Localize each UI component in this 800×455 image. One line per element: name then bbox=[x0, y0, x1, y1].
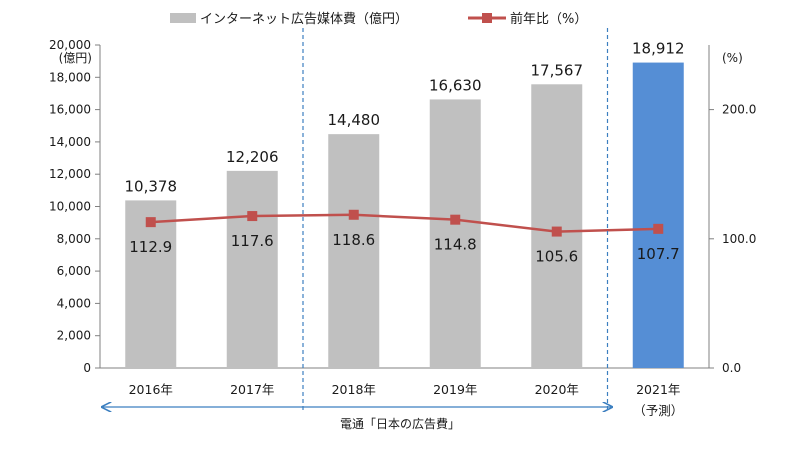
left-axis-tick-label: 18,000 bbox=[49, 70, 91, 84]
legend: インターネット広告媒体費（億円） 前年比（%） bbox=[170, 11, 587, 27]
left-axis-tick-label: 16,000 bbox=[49, 103, 91, 117]
legend-line-label: 前年比（%） bbox=[510, 11, 587, 27]
line-point bbox=[450, 214, 461, 225]
line-series bbox=[145, 209, 664, 237]
left-axis-ticks: 0 2,000 4,000 6,000 8,000 10,000 12,000 14,000 1… bbox=[49, 38, 100, 375]
category-label: 2020年 bbox=[535, 382, 579, 397]
legend-line-marker bbox=[482, 13, 492, 23]
bar bbox=[125, 200, 177, 368]
left-axis-tick-label: 2,000 bbox=[57, 329, 91, 343]
source-annotation: 電通「日本の広告費」 bbox=[340, 416, 460, 431]
line-value-labels: 112.9 117.6 118.6 114.8 105.6 107.7 bbox=[129, 231, 679, 266]
separator-lines bbox=[302, 28, 609, 410]
line-point bbox=[653, 223, 664, 234]
left-axis-tick-label: 4,000 bbox=[57, 296, 91, 310]
bar-value-label: 18,912 bbox=[632, 40, 685, 58]
left-axis-tick-label: 14,000 bbox=[49, 135, 91, 149]
line-value-label: 105.6 bbox=[535, 248, 578, 266]
left-axis-tick-label: 0 bbox=[83, 361, 91, 375]
legend-bar-label: インターネット広告媒体費（億円） bbox=[200, 11, 408, 27]
line-value-label: 114.8 bbox=[434, 236, 477, 254]
right-axis-tick-label: 0.0 bbox=[722, 361, 741, 375]
category-label: 2021年 bbox=[636, 382, 680, 397]
right-axis-unit: (%) bbox=[722, 51, 743, 65]
bar-value-label: 17,567 bbox=[531, 61, 584, 79]
bar bbox=[226, 170, 278, 368]
line-value-label: 107.7 bbox=[637, 245, 680, 263]
line-point bbox=[551, 226, 562, 237]
bar-value-labels: 10,378 12,206 14,480 16,630 17,567 18,912 bbox=[125, 40, 685, 196]
left-axis-tick-label: 10,000 bbox=[49, 200, 91, 214]
line-point bbox=[247, 211, 258, 222]
line-value-label: 112.9 bbox=[129, 238, 172, 256]
bar bbox=[328, 134, 380, 368]
left-axis-tick-label: 12,000 bbox=[49, 167, 91, 181]
line-path bbox=[150, 213, 659, 233]
category-label: 2017年 bbox=[230, 382, 274, 397]
left-axis-unit: (億円) bbox=[59, 51, 92, 65]
left-axis-tick-label: 8,000 bbox=[57, 232, 91, 246]
left-axis-tick-label: 20,000 bbox=[49, 38, 91, 52]
right-axis-ticks: 0.0 100.0 200.0 bbox=[709, 103, 756, 375]
line-point bbox=[348, 209, 359, 220]
legend-bar-swatch bbox=[170, 13, 196, 23]
left-axis-tick-label: 6,000 bbox=[57, 264, 91, 278]
axes: (億円) (%) 0 2,000 4,000 6,000 8,000 10,000 12,0… bbox=[49, 38, 756, 375]
category-label: 2018年 bbox=[332, 382, 376, 397]
bar-value-label: 12,206 bbox=[226, 148, 279, 166]
right-axis-tick-label: 200.0 bbox=[722, 103, 756, 117]
bar-value-label: 14,480 bbox=[328, 111, 381, 129]
category-label: 2019年 bbox=[433, 382, 477, 397]
bar bbox=[429, 99, 481, 368]
bar bbox=[632, 62, 684, 369]
bar-value-label: 16,630 bbox=[429, 76, 482, 94]
category-label: 2016年 bbox=[129, 382, 173, 397]
bar-value-label: 10,378 bbox=[125, 177, 178, 195]
line-value-label: 118.6 bbox=[332, 231, 375, 249]
line-point bbox=[145, 217, 156, 228]
line-value-label: 117.6 bbox=[231, 232, 274, 250]
bar-series bbox=[125, 62, 684, 369]
forecast-note: （予測） bbox=[633, 403, 683, 418]
right-axis-tick-label: 100.0 bbox=[722, 232, 756, 246]
category-labels: 2016年 2017年 2018年 2019年 2020年 2021年 （予測） bbox=[129, 382, 684, 418]
bar bbox=[531, 84, 583, 368]
